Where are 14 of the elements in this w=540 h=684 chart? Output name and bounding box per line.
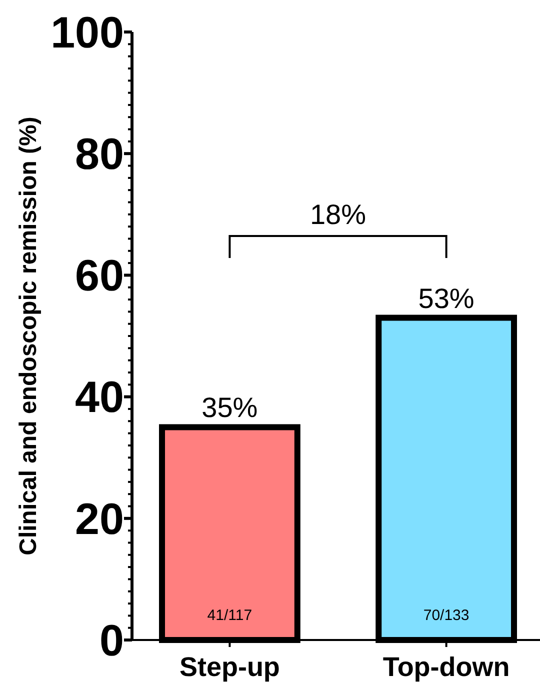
y-axis-title: Clinical and endoscopic remission (%) [15, 116, 42, 556]
y-tick-label: 0 [100, 616, 124, 666]
y-tick-label: 20 [75, 494, 124, 544]
data-label: 35% [202, 392, 258, 424]
annotation: 70/133 [423, 607, 470, 624]
data-label: 53% [418, 282, 474, 314]
y-tick-label: 60 [75, 252, 124, 301]
x-tick-label: Step-up [179, 652, 280, 682]
annotation: 41/117 [207, 607, 252, 624]
y-tick-label: 100 [50, 8, 124, 58]
annotation: 18% [310, 199, 366, 230]
x-tick-label: Top-down [382, 652, 510, 682]
y-tick-label: 40 [75, 373, 124, 422]
y-tick-label: 80 [75, 130, 124, 179]
